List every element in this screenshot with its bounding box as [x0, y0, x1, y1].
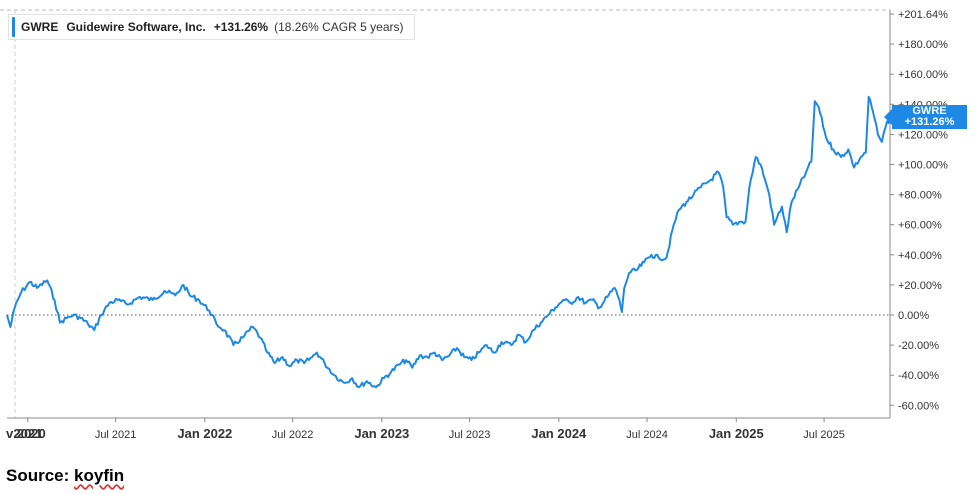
- y-tick-label: +160.00%: [898, 69, 948, 81]
- y-tick-label: -60.00%: [898, 400, 939, 412]
- y-tick-label: -40.00%: [898, 370, 939, 382]
- x-tick-label: Jul 2023: [449, 429, 491, 441]
- x-tick-label: Jan 2023: [354, 426, 409, 441]
- y-tick-label: +201.64%: [898, 9, 948, 21]
- legend-company-name: Guidewire Software, Inc.: [66, 20, 206, 34]
- x-tick-label: Jul 2022: [272, 429, 314, 441]
- y-tick-label: 0.00%: [898, 310, 929, 322]
- y-tick-label: +80.00%: [898, 190, 942, 202]
- series-line-gwre: [6, 95, 891, 389]
- y-tick-label: +20.00%: [898, 280, 942, 292]
- legend: GWRE Guidewire Software, Inc. +131.26% (…: [8, 14, 415, 40]
- y-tick-label: +120.00%: [898, 129, 948, 141]
- x-tick-label: Jan 2025: [709, 426, 764, 441]
- y-tick-label: +100.00%: [898, 160, 948, 172]
- legend-total-change: +131.26%: [213, 20, 269, 34]
- source-prefix: Source:: [6, 466, 75, 485]
- x-tick-label: Jul 2021: [95, 429, 137, 441]
- legend-ticker: GWRE: [21, 20, 59, 34]
- x-tick-label: v 2020: [6, 426, 46, 441]
- x-tick-label: Jan 2024: [531, 426, 587, 441]
- x-tick-label: Jul 2024: [626, 429, 668, 441]
- y-tick-label: +40.00%: [898, 250, 942, 262]
- y-tick-label: +180.00%: [898, 39, 948, 51]
- last-value-badge: GWRE +131.26%: [884, 105, 967, 130]
- x-tick-label: Jan 2022: [177, 426, 232, 441]
- y-tick-label: +60.00%: [898, 220, 942, 232]
- badge-value: +131.26%: [904, 116, 955, 129]
- source-caption: Source: koyfin: [6, 466, 124, 486]
- x-tick-label: 2021: [13, 426, 42, 441]
- badge-ticker: GWRE: [912, 105, 947, 118]
- axes-layer: -60.00% -40.00% -20.00% 0.00% +20.00% +40.00%…: [0, 9, 948, 441]
- legend-color-swatch: [12, 17, 15, 37]
- x-tick-label: Jul 2025: [803, 429, 845, 441]
- source-brand: koyfin: [74, 466, 125, 485]
- legend-cagr: (18.26% CAGR 5 years): [274, 20, 404, 34]
- y-tick-label: -20.00%: [898, 340, 939, 352]
- series-layer: [6, 95, 891, 389]
